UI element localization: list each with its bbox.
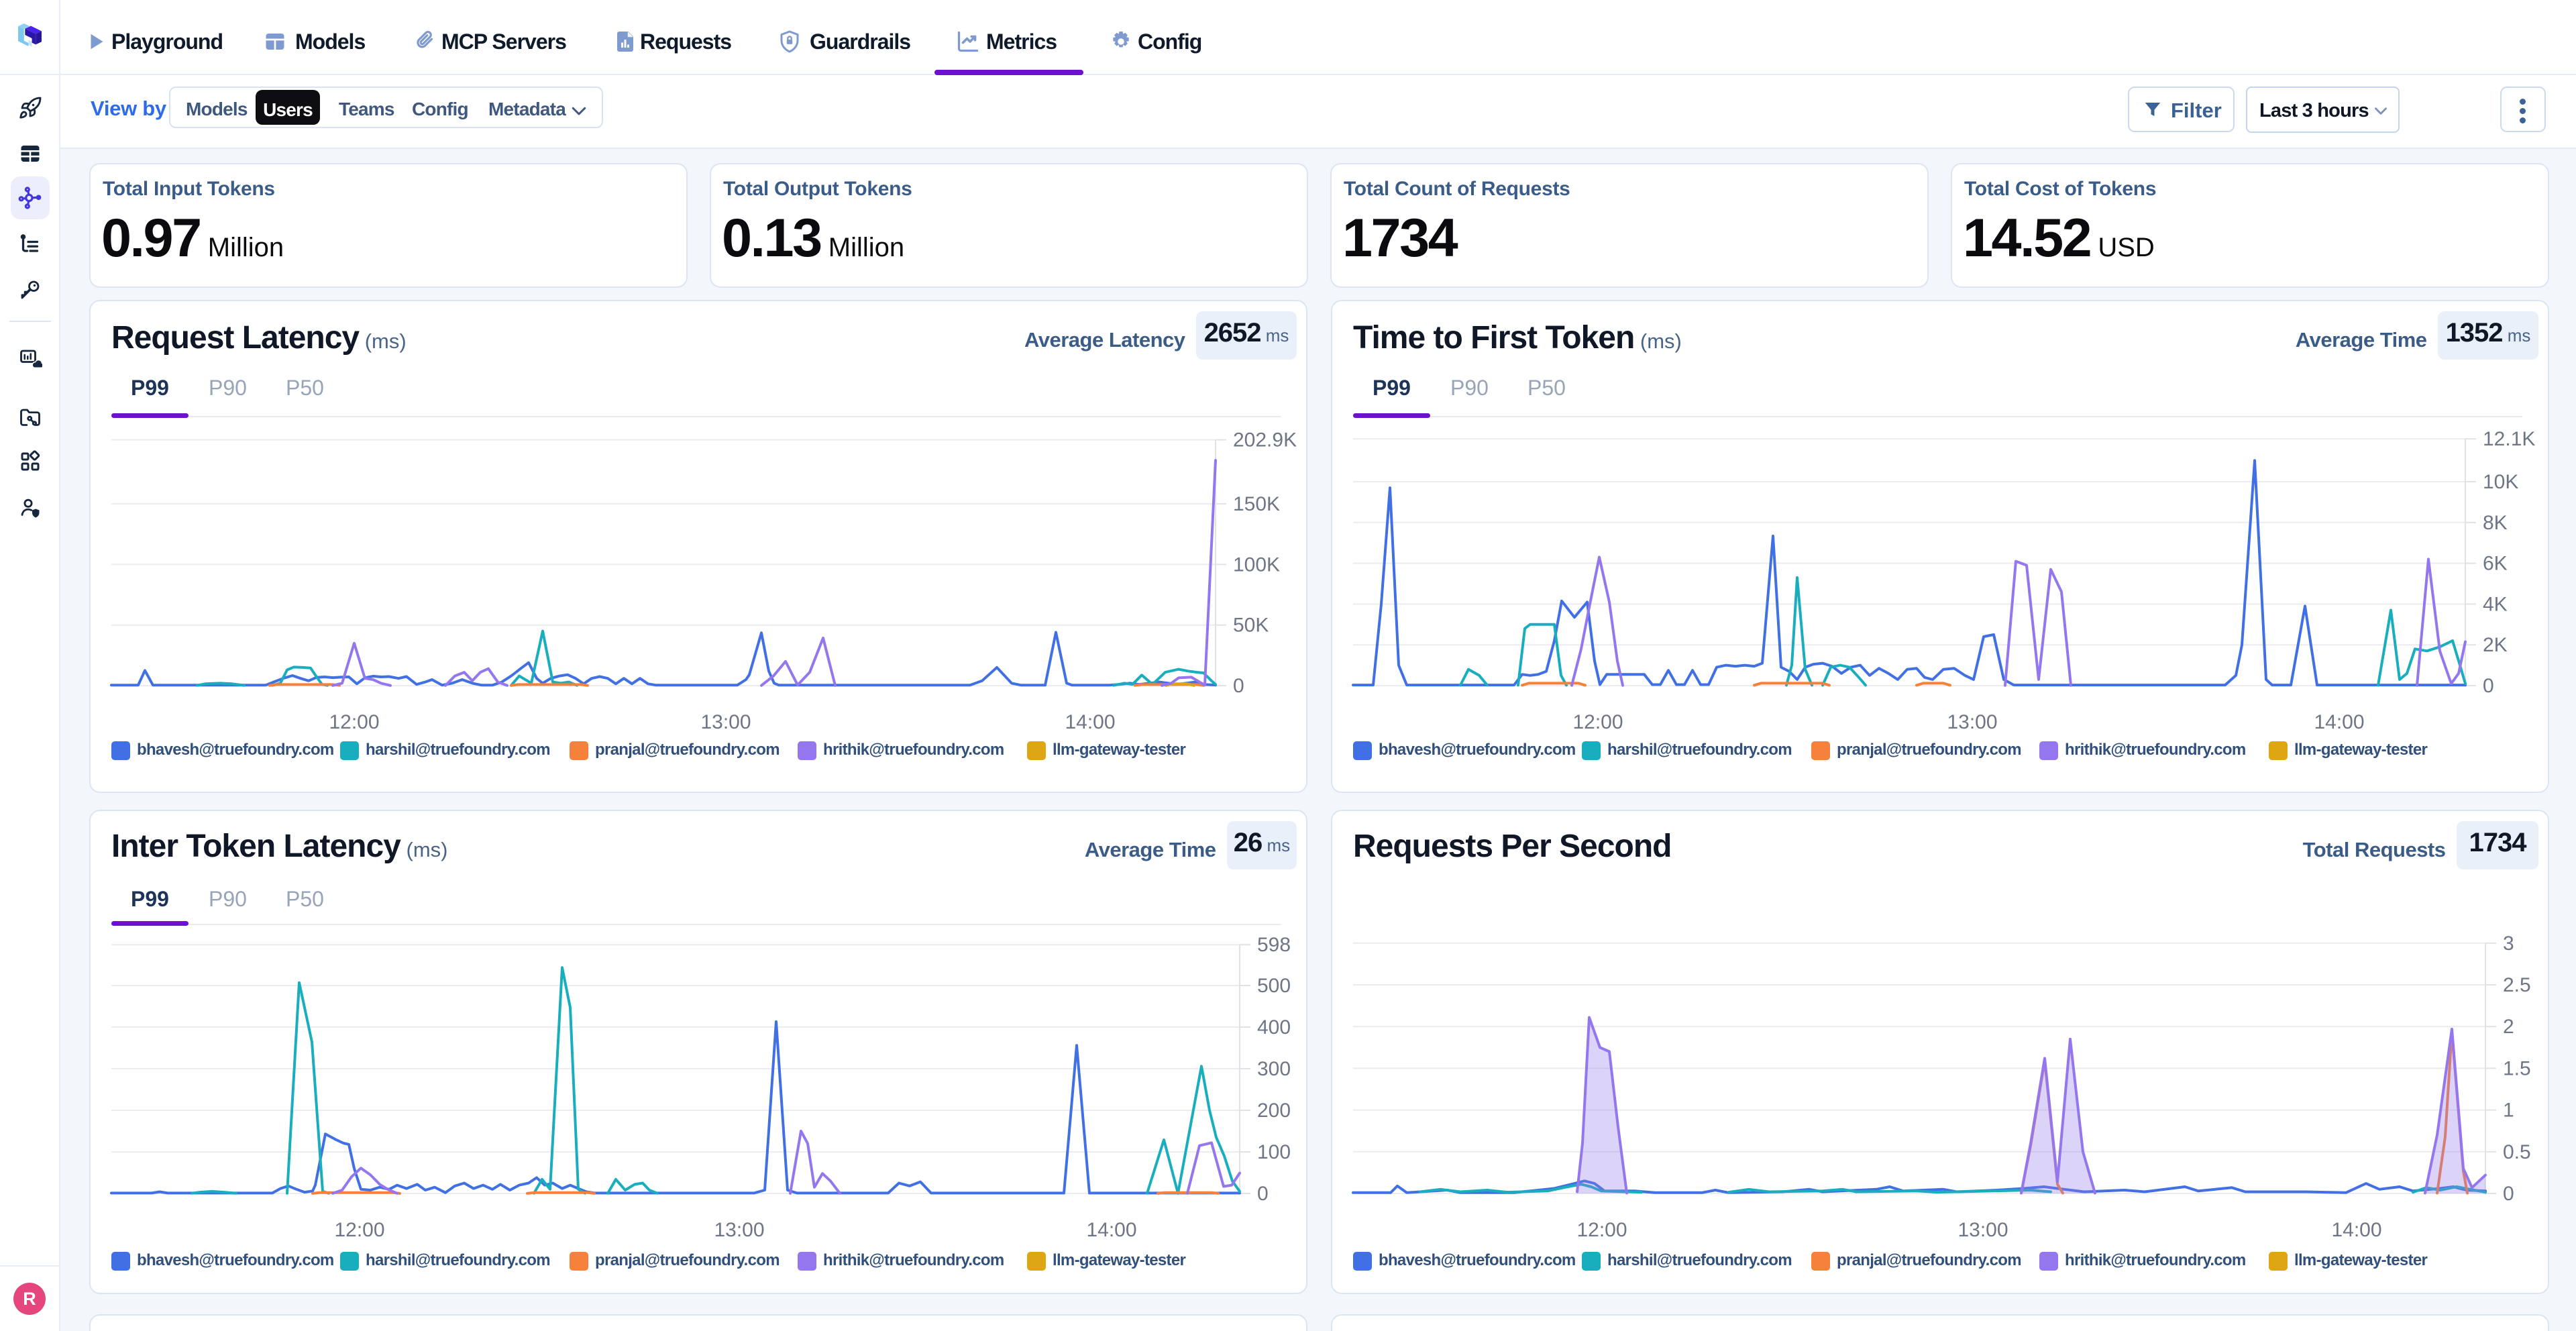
svg-text:400: 400 (1257, 1016, 1291, 1039)
svg-text:6K: 6K (2483, 553, 2508, 575)
svg-text:100: 100 (1257, 1141, 1291, 1163)
svg-text:13:00: 13:00 (700, 711, 751, 733)
svg-text:2K: 2K (2483, 634, 2508, 656)
svg-text:200: 200 (1257, 1100, 1291, 1122)
svg-text:12:00: 12:00 (1572, 711, 1623, 733)
svg-text:14:00: 14:00 (1086, 1219, 1136, 1241)
svg-text:12.1K: 12.1K (2483, 428, 2535, 450)
svg-text:2: 2 (2503, 1016, 2514, 1038)
svg-text:1.5: 1.5 (2503, 1057, 2531, 1079)
svg-text:13:00: 13:00 (1947, 711, 1997, 733)
svg-text:14:00: 14:00 (2314, 711, 2364, 733)
svg-text:0: 0 (2483, 675, 2494, 697)
svg-text:8K: 8K (2483, 512, 2508, 534)
svg-text:598: 598 (1257, 934, 1291, 956)
svg-text:150K: 150K (1233, 493, 1280, 515)
svg-text:13:00: 13:00 (714, 1219, 764, 1241)
svg-text:300: 300 (1257, 1058, 1291, 1080)
svg-text:100K: 100K (1233, 553, 1280, 576)
svg-text:2.5: 2.5 (2503, 974, 2531, 996)
svg-text:1: 1 (2503, 1100, 2514, 1122)
svg-text:14:00: 14:00 (1065, 711, 1115, 733)
svg-text:12:00: 12:00 (334, 1219, 384, 1241)
svg-text:3: 3 (2503, 933, 2514, 955)
svg-text:4K: 4K (2483, 593, 2508, 615)
svg-text:50K: 50K (1233, 615, 1269, 637)
svg-text:0.5: 0.5 (2503, 1141, 2531, 1163)
svg-text:10K: 10K (2483, 471, 2518, 493)
svg-text:12:00: 12:00 (329, 711, 379, 733)
svg-text:14:00: 14:00 (2331, 1219, 2381, 1241)
svg-text:13:00: 13:00 (1957, 1219, 2008, 1241)
svg-text:0: 0 (1233, 675, 1244, 697)
svg-text:12:00: 12:00 (1576, 1219, 1627, 1241)
svg-text:0: 0 (2503, 1183, 2514, 1205)
svg-text:202.9K: 202.9K (1233, 429, 1297, 451)
svg-text:0: 0 (1257, 1183, 1269, 1205)
svg-text:500: 500 (1257, 975, 1291, 997)
